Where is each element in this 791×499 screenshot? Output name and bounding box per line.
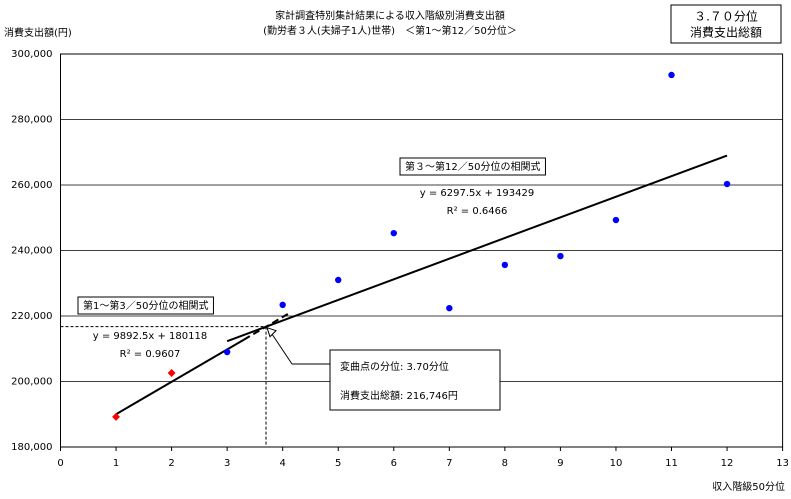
y-tick-label: 240,000 bbox=[11, 246, 52, 257]
y-tick-label: 180,000 bbox=[11, 442, 52, 453]
data-point bbox=[390, 229, 397, 237]
corner-label: ３.７０分位 bbox=[694, 9, 758, 24]
x-axis-label: 収入階級50分位 bbox=[712, 480, 785, 493]
data-point bbox=[446, 304, 453, 312]
trendline bbox=[115, 338, 245, 416]
label-box bbox=[399, 157, 546, 176]
callout-arrow bbox=[268, 329, 293, 365]
trendline-equation: y = 6297.5x + 193429 bbox=[420, 188, 534, 199]
title-line: 家計調査特別集計結果による収入階級別消費支出額 bbox=[275, 9, 505, 22]
data-point bbox=[557, 252, 564, 260]
x-tick-label: 12 bbox=[721, 458, 734, 469]
trendline-label: 第1～第3／50分位の相関式 bbox=[83, 299, 208, 312]
x-tick-label: 6 bbox=[391, 458, 397, 469]
x-tick-label: 0 bbox=[57, 458, 63, 469]
x-tick-label: 3 bbox=[224, 458, 230, 469]
title-line: (勤労者３人(夫婦子1人)世帯) ＜第1～第12／50分位＞ bbox=[263, 24, 517, 37]
x-tick-label: 8 bbox=[502, 458, 508, 469]
x-tick-label: 1 bbox=[113, 458, 119, 469]
arrow-head bbox=[266, 326, 277, 338]
y-axis-label: 消費支出額(円) bbox=[4, 26, 72, 39]
x-tick-label: 5 bbox=[335, 458, 341, 469]
corner-box bbox=[670, 4, 782, 44]
corner-label: 消費支出総額 bbox=[690, 25, 762, 40]
data-point bbox=[279, 301, 286, 309]
data-point bbox=[668, 71, 675, 79]
data-point bbox=[501, 261, 509, 269]
x-tick-label: 2 bbox=[168, 458, 174, 469]
data-point bbox=[723, 180, 731, 188]
data-point bbox=[223, 348, 231, 356]
trendline-r2: R² = 0.6466 bbox=[447, 206, 508, 217]
trendline bbox=[226, 154, 728, 343]
label-box bbox=[77, 296, 214, 315]
y-tick-label: 280,000 bbox=[11, 115, 52, 126]
y-tick-label: 200,000 bbox=[11, 377, 52, 388]
y-tick-label: 220,000 bbox=[11, 311, 52, 322]
y-tick-label: 300,000 bbox=[11, 49, 52, 60]
x-tick-label: 9 bbox=[557, 458, 563, 469]
data-point bbox=[612, 216, 620, 224]
callout-box bbox=[329, 349, 501, 411]
x-tick-label: 10 bbox=[610, 458, 623, 469]
trendline-equation: y = 9892.5x + 180118 bbox=[93, 331, 207, 342]
trendline-label: 第３～第12／50分位の相関式 bbox=[405, 160, 540, 173]
x-tick-label: 7 bbox=[446, 458, 452, 469]
x-tick-label: 11 bbox=[665, 458, 678, 469]
callout-text: 変曲点の分位: 3.70分位 bbox=[340, 360, 449, 373]
callout-text: 消費支出総額: 216,746円 bbox=[340, 389, 458, 402]
y-tick-label: 260,000 bbox=[11, 180, 52, 191]
trendline-r2: R² = 0.9607 bbox=[120, 349, 181, 360]
x-tick-label: 4 bbox=[279, 458, 285, 469]
data-point bbox=[335, 276, 342, 284]
x-tick-label: 13 bbox=[776, 458, 789, 469]
